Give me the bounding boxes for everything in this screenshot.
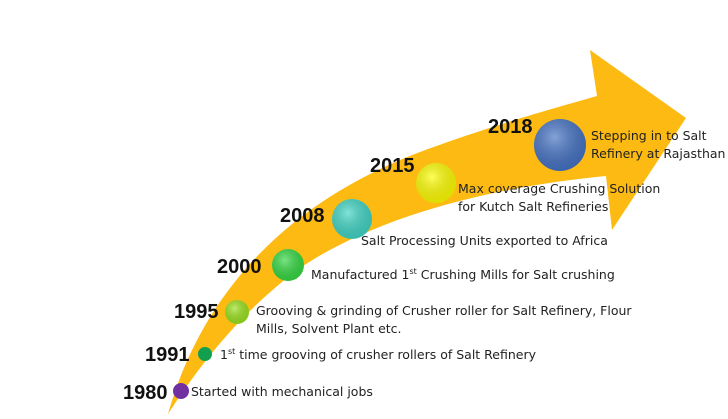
milestone-dot	[198, 347, 212, 361]
milestone-description: 1st time grooving of crusher rollers of …	[220, 347, 537, 362]
desc-part: time grooving of crusher rollers of Salt…	[235, 347, 536, 362]
milestone-description-line1: Grooving & grinding of Crusher roller fo…	[256, 303, 632, 318]
milestone-2018: 2018 Stepping in to Salt Refinery at Raj…	[488, 116, 725, 171]
superscript: st	[228, 347, 235, 356]
milestone-1991: 1991 1st time grooving of crusher roller…	[145, 344, 537, 366]
superscript: st	[409, 267, 416, 276]
milestone-description: Salt Processing Units exported to Africa	[361, 233, 608, 248]
milestone-1995: 1995 Grooving & grinding of Crusher roll…	[174, 300, 632, 336]
year-label: 1980	[123, 382, 168, 404]
desc-part: Crushing Mills for Salt crushing	[417, 267, 615, 282]
desc-part: 1	[220, 347, 228, 362]
milestone-2008: 2008 Salt Processing Units exported to A…	[280, 199, 608, 248]
year-label: 2018	[488, 116, 533, 138]
milestone-description-line1: Stepping in to Salt	[591, 128, 707, 143]
year-label: 1991	[145, 344, 190, 366]
milestone-dot	[173, 383, 189, 399]
year-label: 2000	[217, 256, 262, 278]
year-label: 2008	[280, 205, 325, 227]
year-label: 1995	[174, 301, 219, 323]
desc-part: Manufactured 1	[311, 267, 409, 282]
year-label: 2015	[370, 155, 415, 177]
milestone-description-line2: for Kutch Salt Refineries	[458, 199, 608, 214]
milestone-2015: 2015 Max coverage Crushing Solution for …	[370, 155, 660, 214]
milestone-description-line2: Refinery at Rajasthan	[591, 146, 725, 161]
milestone-description: Manufactured 1st Crushing Mills for Salt…	[311, 267, 615, 282]
milestone-description-line1: Max coverage Crushing Solution	[458, 181, 660, 196]
milestone-1980: 1980 Started with mechanical jobs	[123, 382, 373, 404]
milestone-description-line2: Mills, Solvent Plant etc.	[256, 321, 402, 336]
milestone-2000: 2000 Manufactured 1st Crushing Mills for…	[217, 249, 615, 282]
milestone-description: Started with mechanical jobs	[191, 384, 373, 399]
